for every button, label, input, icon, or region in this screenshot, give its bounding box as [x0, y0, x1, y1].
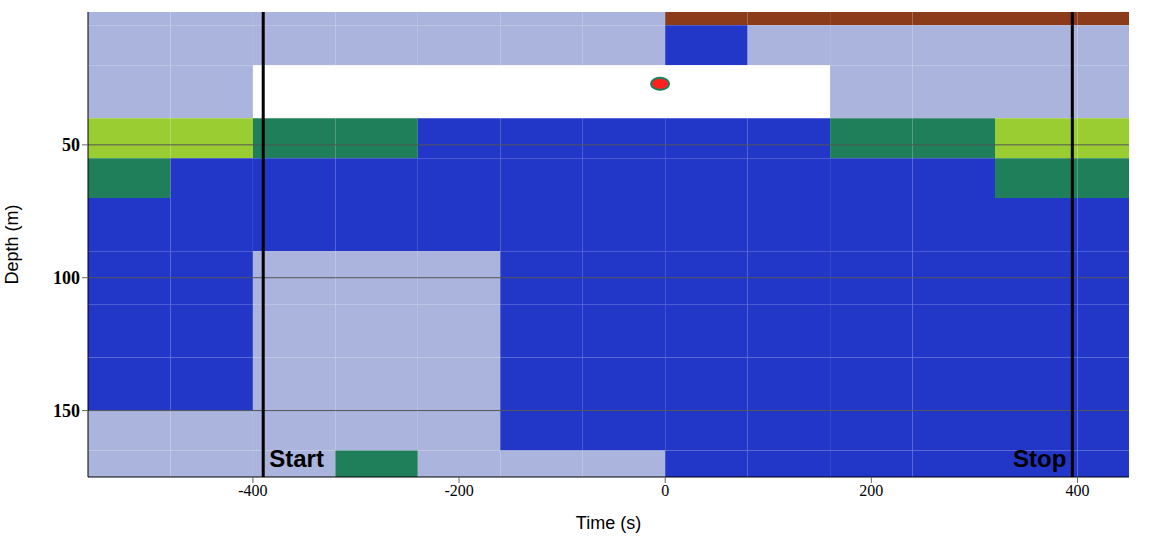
svg-text:0: 0: [661, 482, 669, 499]
svg-text:200: 200: [859, 482, 883, 499]
svg-text:Stop: Stop: [1013, 445, 1066, 472]
svg-text:-400: -400: [238, 482, 267, 499]
svg-text:Time (s): Time (s): [576, 513, 641, 533]
svg-text:Start: Start: [269, 445, 324, 472]
svg-text:150: 150: [53, 401, 80, 421]
svg-text:100: 100: [53, 268, 80, 288]
svg-text:Depth (m): Depth (m): [2, 204, 22, 284]
svg-text:50: 50: [62, 135, 80, 155]
svg-text:400: 400: [1065, 482, 1089, 499]
svg-text:-200: -200: [444, 482, 473, 499]
